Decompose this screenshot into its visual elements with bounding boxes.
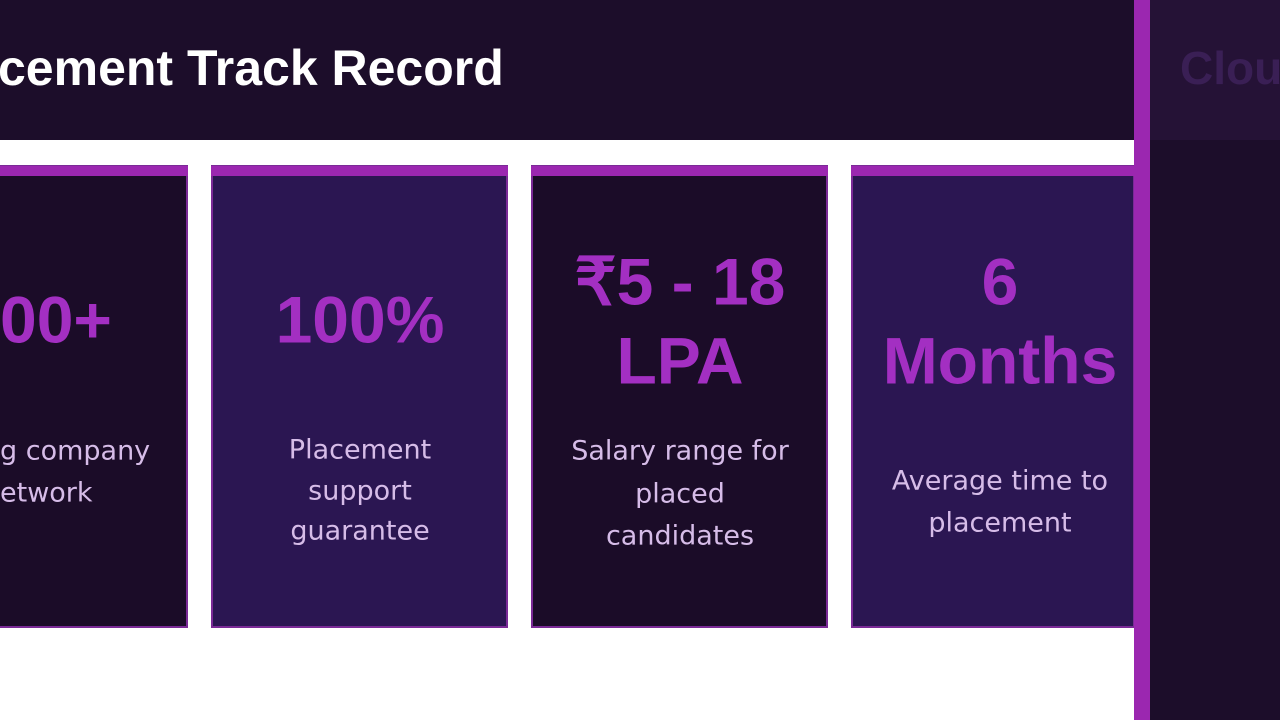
header-band [0,0,1134,140]
card-value: 100% [276,282,445,356]
card-value: 6 [982,244,1019,318]
card-description: candidates [606,521,754,552]
card-accent [0,166,188,176]
card-description: Salary range for [571,436,790,467]
card-accent [851,166,1135,176]
card-description: placed [635,479,725,510]
card-description: etwork [0,478,93,509]
card-value: LPA [616,323,743,397]
card [0,165,188,628]
card-description: placement [928,508,1071,539]
card-value: 00+ [0,282,112,356]
card-description: g company [0,436,150,467]
divider [1134,0,1150,720]
card [531,165,828,628]
card-accent [531,166,828,176]
card-description: Placement [289,435,431,466]
card [211,165,508,628]
card-description: Average time to [892,466,1108,497]
side-header [1150,0,1280,140]
slide-title: cement Track Record [0,40,504,96]
card-value: Months [883,323,1118,397]
card-description: support [308,476,412,507]
card-accent [211,166,508,176]
side-title: Clou [1180,42,1280,94]
card-value: ₹5 - 18 [575,244,786,318]
card-description: guarantee [290,516,429,547]
